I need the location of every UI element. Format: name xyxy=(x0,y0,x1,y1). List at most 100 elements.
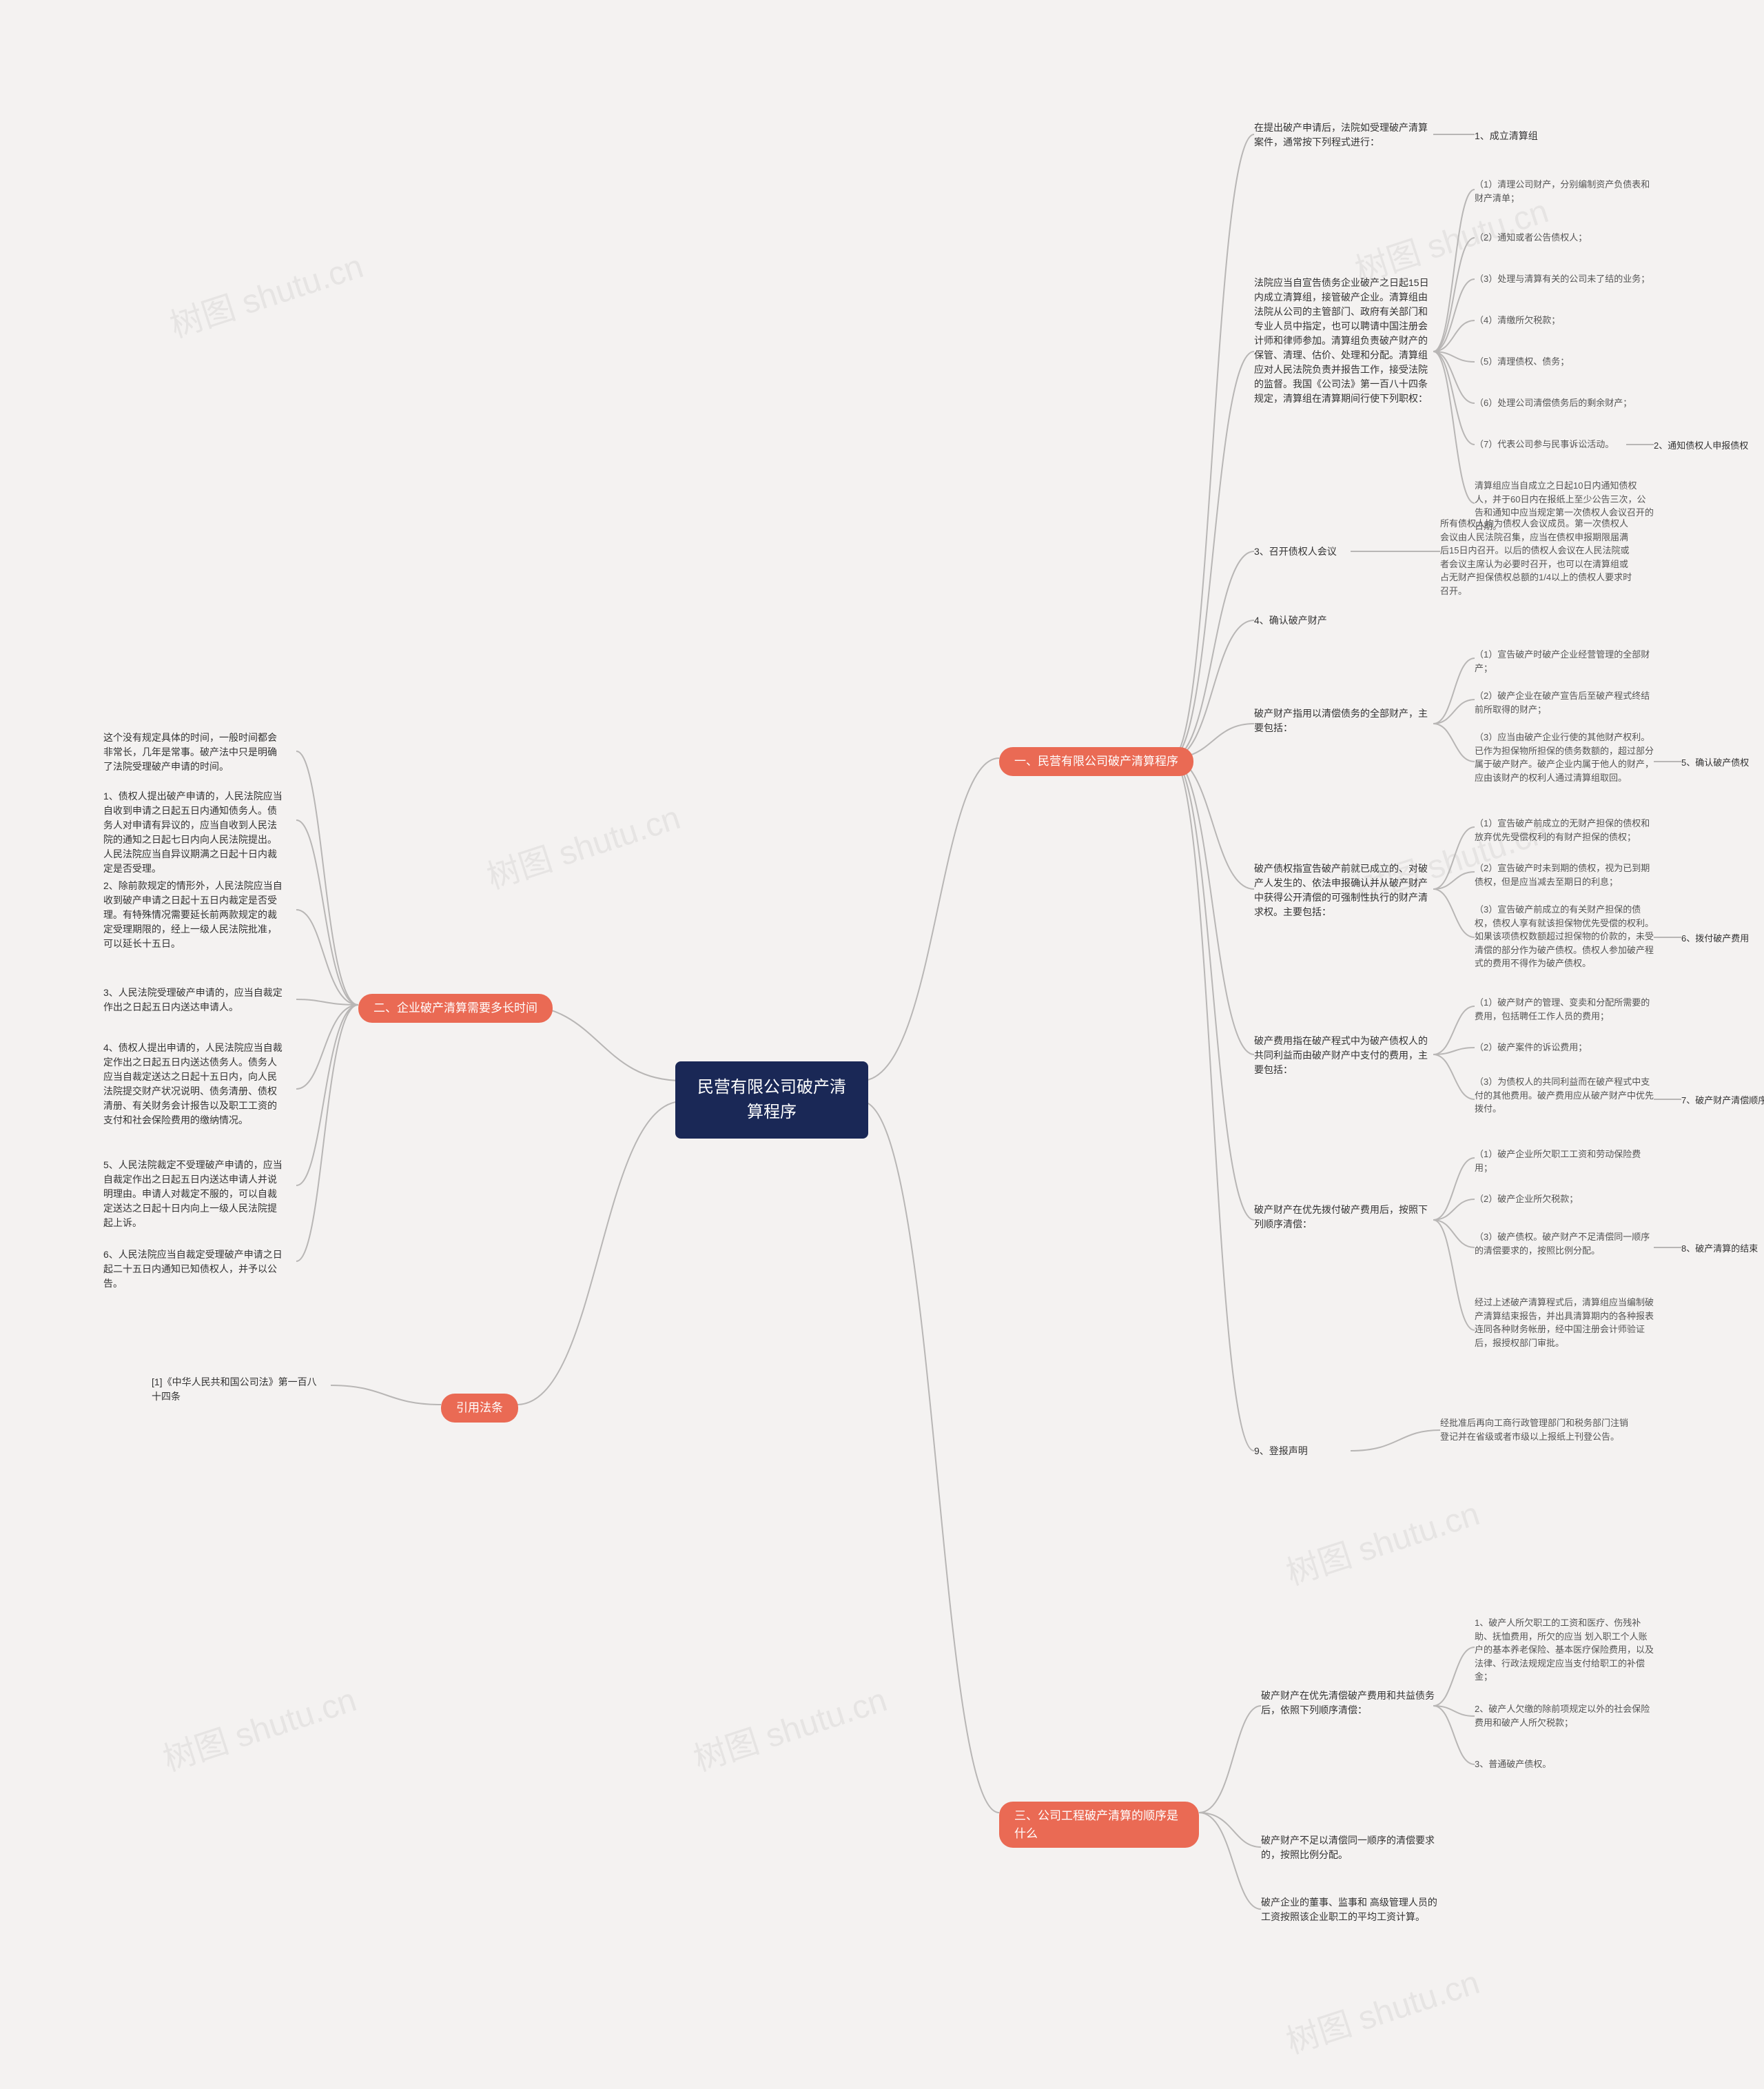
b4c1[interactable]: [1]《中华人民共和国公司法》第一百八十四条 xyxy=(152,1375,317,1404)
g-label: （3）破产债权。破产财产不足清偿同一顺序的清偿要求的，按照比例分配。 xyxy=(1475,1232,1650,1256)
b1c5[interactable]: 破产财产指用以清偿债务的全部财产，主要包括： xyxy=(1254,706,1433,735)
b1c3-side[interactable]: 所有债权人均为债权人会议成员。第一次债权人会议由人民法院召集，应当在债权申报期限… xyxy=(1440,517,1633,598)
b1c6g3[interactable]: （3）宣告破产前成立的有关财产担保的债权，债权人享有就该担保物优先受偿的权利。如… xyxy=(1475,903,1654,970)
b1c8g3[interactable]: （3）破产债权。破产财产不足清偿同一顺序的清偿要求的，按照比例分配。 xyxy=(1475,1230,1654,1257)
g-label: 1、破产人所欠职工的工资和医疗、伤残补助、抚恤费用，所欠的应当 划入职工个人账户… xyxy=(1475,1618,1654,1682)
b3c1[interactable]: 破产财产在优先清偿破产费用和共益债务后，依照下列顺序清偿： xyxy=(1261,1689,1440,1718)
b1c1-tail[interactable]: 1、成立清算组 xyxy=(1475,129,1538,143)
b1c2g6[interactable]: （6）处理公司清偿债务后的剩余财产； xyxy=(1475,396,1632,410)
b1c6-label: 破产债权指宣告破产前就已成立的、对破产人发生的、依法申报确认并从破产财产中获得公… xyxy=(1254,863,1428,917)
g-label: （5）清理债权、债务； xyxy=(1475,356,1569,367)
b1c8g4[interactable]: 经过上述破产清算程式后，清算组应当编制破产清算结束报告，并出具清算期内的各种报表… xyxy=(1475,1296,1654,1349)
g-label: （1）破产财产的管理、变卖和分配所需要的费用，包括聘任工作人员的费用； xyxy=(1475,997,1650,1021)
b1c9[interactable]: 9、登报声明 xyxy=(1254,1444,1308,1458)
b1c2g7-tail[interactable]: 2、通知债权人申报债权 xyxy=(1654,439,1748,453)
g-label: （3）宣告破产前成立的有关财产担保的债权，债权人享有就该担保物优先受偿的权利。如… xyxy=(1475,904,1654,968)
g-label: 2、破产人欠缴的除前项规定以外的社会保险费用和破产人所欠税款； xyxy=(1475,1704,1650,1728)
b1c2-label: 法院应当自宣告债务企业破产之日起15日内成立清算组，接管破产企业。清算组由法院从… xyxy=(1254,277,1429,404)
b1c3[interactable]: 3、召开债权人会议 xyxy=(1254,544,1337,559)
b3c3[interactable]: 破产企业的董事、监事和 高级管理人员的工资按照该企业职工的平均工资计算。 xyxy=(1261,1895,1440,1924)
watermark: 树图 shutu.cn xyxy=(480,791,685,898)
b1c6[interactable]: 破产债权指宣告破产前就已成立的、对破产人发生的、依法申报确认并从破产财产中获得公… xyxy=(1254,862,1433,919)
b2c5[interactable]: 5、人民法院裁定不受理破产申请的，应当自裁定作出之日起五日内送达申请人并说明理由… xyxy=(103,1158,283,1230)
mindmap-canvas: 树图 shutu.cn 树图 shutu.cn 树图 shutu.cn 树图 s… xyxy=(0,0,1764,2089)
b1c7-tail[interactable]: 7、破产财产清偿顺序 xyxy=(1681,1094,1764,1108)
b1c9-side[interactable]: 经批准后再向工商行政管理部门和税务部门注销登记并在省级或者市级以上报纸上刊登公告… xyxy=(1440,1416,1633,1443)
b3c1g2[interactable]: 2、破产人欠缴的除前项规定以外的社会保险费用和破产人所欠税款； xyxy=(1475,1702,1654,1729)
b1c2[interactable]: 法院应当自宣告债务企业破产之日起15日内成立清算组，接管破产企业。清算组由法院从… xyxy=(1254,276,1433,406)
b1c2g2[interactable]: （2）通知或者公告债权人； xyxy=(1475,231,1587,245)
g-label: 经过上述破产清算程式后，清算组应当编制破产清算结束报告，并出具清算期内的各种报表… xyxy=(1475,1297,1654,1348)
b1c8g2[interactable]: （2）破产企业所欠税款； xyxy=(1475,1192,1578,1206)
g-label: （3）应当由破产企业行使的其他财产权利。已作为担保物所担保的债务数额的，超过部分… xyxy=(1475,732,1654,783)
b2c6[interactable]: 6、人民法院应当自裁定受理破产申请之日起二十五日内通知已知债权人，并予以公告。 xyxy=(103,1247,283,1291)
g-label: （2）破产企业在破产宣告后至破产程式终结前所取得的财产； xyxy=(1475,691,1650,715)
b1c7g1[interactable]: （1）破产财产的管理、变卖和分配所需要的费用，包括聘任工作人员的费用； xyxy=(1475,996,1654,1023)
b1c3-side-label: 所有债权人均为债权人会议成员。第一次债权人会议由人民法院召集，应当在债权申报期限… xyxy=(1440,518,1632,596)
tail-label: 5、确认破产债权 xyxy=(1681,757,1749,768)
tail-label: 2、通知债权人申报债权 xyxy=(1654,440,1748,451)
g-label: （6）处理公司清偿债务后的剩余财产； xyxy=(1475,398,1632,408)
g-label: （1）宣告破产时破产企业经营管理的全部财产； xyxy=(1475,649,1650,673)
b1c2g1[interactable]: （1）清理公司财产，分别编制资产负债表和财产清单； xyxy=(1475,178,1654,205)
g-label: （1）破产企业所欠职工工资和劳动保险费用； xyxy=(1475,1149,1641,1173)
b1c6-tail[interactable]: 6、拨付破产费用 xyxy=(1681,932,1749,946)
b2c1-label: 1、债权人提出破产申请的，人民法院应当自收到申请之日起五日内通知债务人。债务人对… xyxy=(103,791,283,874)
branch-4-label: 引用法条 xyxy=(456,1401,503,1414)
b1c7g3[interactable]: （3）为债权人的共同利益而在破产程式中支付的其他费用。破产费用应从破产财产中优先… xyxy=(1475,1075,1654,1116)
branch-1-label: 一、民营有限公司破产清算程序 xyxy=(1014,755,1178,768)
b1c2g3[interactable]: （3）处理与清算有关的公司未了结的业务； xyxy=(1475,272,1650,286)
g-label: （2）破产企业所欠税款； xyxy=(1475,1194,1578,1204)
branch-3-label: 三、公司工程破产清算的顺序是什么 xyxy=(1014,1809,1178,1840)
b2c5-label: 5、人民法院裁定不受理破产申请的，应当自裁定作出之日起五日内送达申请人并说明理由… xyxy=(103,1159,283,1228)
b3c1g1[interactable]: 1、破产人所欠职工的工资和医疗、伤残补助、抚恤费用，所欠的应当 划入职工个人账户… xyxy=(1475,1616,1654,1684)
b1c5-label: 破产财产指用以清偿债务的全部财产，主要包括： xyxy=(1254,708,1428,733)
tail-label: 8、破产清算的结束 xyxy=(1681,1243,1758,1254)
tail-label: 7、破产财产清偿顺序 xyxy=(1681,1095,1764,1105)
g-label: （2）宣告破产时未到期的债权，视为已到期债权，但是应当减去至期日的利息； xyxy=(1475,863,1650,887)
b1c4[interactable]: 4、确认破产财产 xyxy=(1254,613,1327,628)
b3c3-label: 破产企业的董事、监事和 高级管理人员的工资按照该企业职工的平均工资计算。 xyxy=(1261,1897,1437,1922)
b1c8g1[interactable]: （1）破产企业所欠职工工资和劳动保险费用； xyxy=(1475,1148,1654,1174)
b2c4-label: 4、债权人提出申请的，人民法院应当自裁定作出之日起五日内送达债务人。债务人应当自… xyxy=(103,1042,283,1125)
b2c3[interactable]: 3、人民法院受理破产申请的，应当自裁定作出之日起五日内送达申请人。 xyxy=(103,986,283,1015)
b1c7[interactable]: 破产费用指在破产程式中为破产债权人的共同利益而由破产财产中支付的费用，主要包括： xyxy=(1254,1034,1433,1077)
root-node[interactable]: 民营有限公司破产清算程序 xyxy=(675,1061,868,1139)
b1c6g2[interactable]: （2）宣告破产时未到期的债权，视为已到期债权，但是应当减去至期日的利息； xyxy=(1475,862,1654,888)
g-label: （3）处理与清算有关的公司未了结的业务； xyxy=(1475,274,1650,284)
b2c0[interactable]: 这个没有规定具体的时间，一般时间都会非常长，几年是常事。破产法中只是明确了法院受… xyxy=(103,731,283,774)
branch-4[interactable]: 引用法条 xyxy=(441,1394,518,1423)
b1c2g7[interactable]: （7）代表公司参与民事诉讼活动。 xyxy=(1475,438,1614,451)
b1c5g1[interactable]: （1）宣告破产时破产企业经营管理的全部财产； xyxy=(1475,648,1654,675)
b3c2[interactable]: 破产财产不足以清偿同一顺序的清偿要求的，按照比例分配。 xyxy=(1261,1833,1440,1862)
b1c5g2[interactable]: （2）破产企业在破产宣告后至破产程式终结前所取得的财产； xyxy=(1475,689,1654,716)
b1c8-label: 破产财产在优先拨付破产费用后，按照下列顺序清偿： xyxy=(1254,1204,1428,1230)
watermark: 树图 shutu.cn xyxy=(163,239,368,347)
b1c7g2[interactable]: （2）破产案件的诉讼费用； xyxy=(1475,1041,1587,1054)
b1c2g5[interactable]: （5）清理债权、债务； xyxy=(1475,355,1569,369)
b2c0-label: 这个没有规定具体的时间，一般时间都会非常长，几年是常事。破产法中只是明确了法院受… xyxy=(103,732,277,772)
branch-1[interactable]: 一、民营有限公司破产清算程序 xyxy=(999,747,1193,776)
root-label: 民营有限公司破产清算程序 xyxy=(697,1078,846,1121)
b1c5g3[interactable]: （3）应当由破产企业行使的其他财产权利。已作为担保物所担保的债务数额的，超过部分… xyxy=(1475,731,1654,784)
b1c2g4[interactable]: （4）清缴所欠税款； xyxy=(1475,314,1560,327)
b1c5-tail[interactable]: 5、确认破产债权 xyxy=(1681,756,1749,770)
watermark: 树图 shutu.cn xyxy=(1279,1487,1484,1594)
g-label: （4）清缴所欠税款； xyxy=(1475,315,1560,325)
b2c2[interactable]: 2、除前款规定的情形外，人民法院应当自收到破产申请之日起十五日内裁定是否受理。有… xyxy=(103,879,283,951)
g-label: （2）破产案件的诉讼费用； xyxy=(1475,1042,1587,1052)
b3c1g3[interactable]: 3、普通破产债权。 xyxy=(1475,1757,1551,1771)
b2c1[interactable]: 1、债权人提出破产申请的，人民法院应当自收到申请之日起五日内通知债务人。债务人对… xyxy=(103,789,283,876)
b2c4[interactable]: 4、债权人提出申请的，人民法院应当自裁定作出之日起五日内送达债务人。债务人应当自… xyxy=(103,1041,283,1128)
b4c1-label: [1]《中华人民共和国公司法》第一百八十四条 xyxy=(152,1376,317,1402)
branch-3[interactable]: 三、公司工程破产清算的顺序是什么 xyxy=(999,1802,1199,1848)
g-label: （7）代表公司参与民事诉讼活动。 xyxy=(1475,439,1614,449)
branch-2[interactable]: 二、企业破产清算需要多长时间 xyxy=(358,994,553,1023)
b1c8-tail[interactable]: 8、破产清算的结束 xyxy=(1681,1242,1758,1256)
b1c8[interactable]: 破产财产在优先拨付破产费用后，按照下列顺序清偿： xyxy=(1254,1203,1433,1232)
branch-2-label: 二、企业破产清算需要多长时间 xyxy=(373,1001,537,1015)
g-label: （2）通知或者公告债权人； xyxy=(1475,232,1587,243)
b1c6g1[interactable]: （1）宣告破产前成立的无财产担保的债权和放弃优先受偿权利的有财产担保的债权； xyxy=(1475,817,1654,844)
g-label: （1）清理公司财产，分别编制资产负债表和财产清单； xyxy=(1475,179,1650,203)
b1c1[interactable]: 在提出破产申请后，法院如受理破产清算案件，通常按下列程式进行： xyxy=(1254,121,1433,150)
